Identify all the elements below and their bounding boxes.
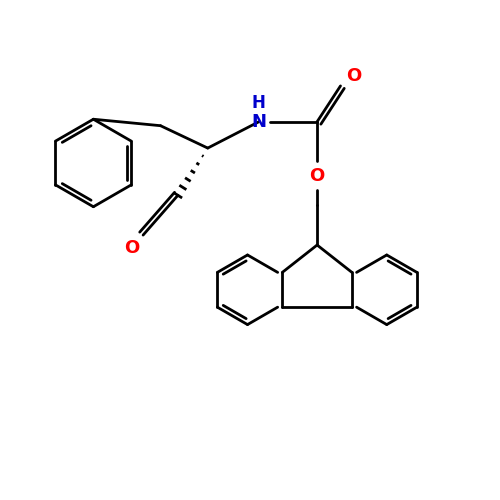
Text: N: N <box>252 112 266 130</box>
Text: O: O <box>346 67 361 85</box>
Text: H: H <box>251 94 265 112</box>
Text: O: O <box>124 238 140 256</box>
Text: O: O <box>310 168 325 186</box>
